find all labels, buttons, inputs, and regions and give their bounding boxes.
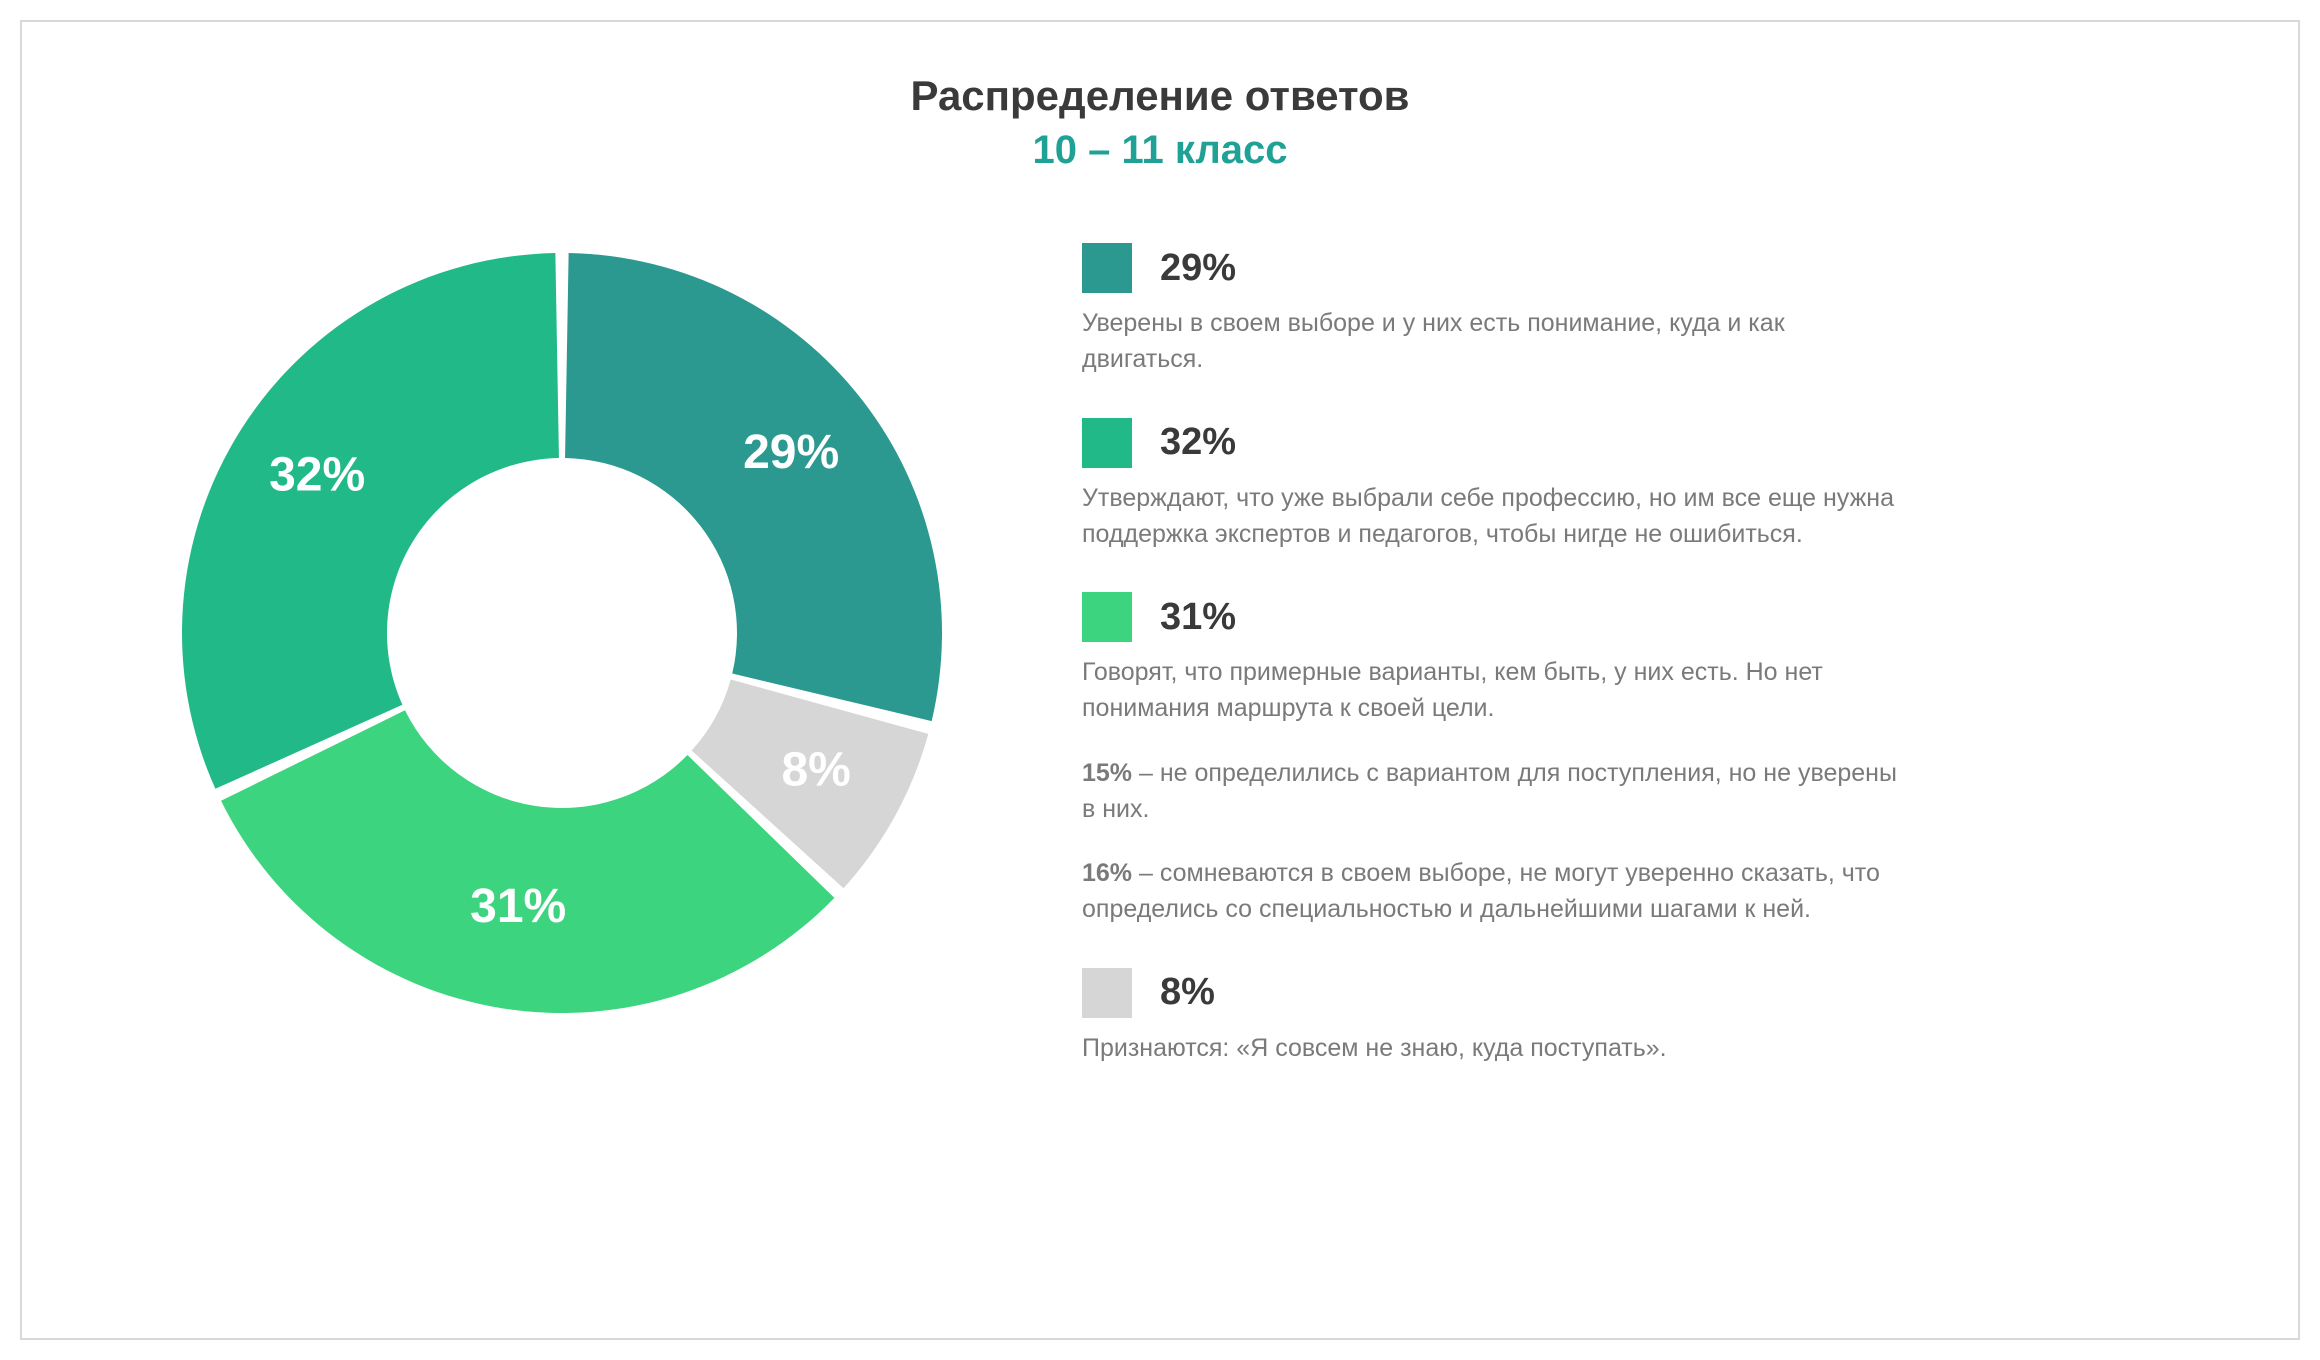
legend-item: 32% Утверждают, что уже выбрали себе проф…: [1082, 418, 1902, 553]
chart-container: Распределение ответов 10 – 11 класс 29% 8…: [20, 20, 2300, 1340]
chart-content: 29% 8% 31% 32% 29% Уверены в своем выборе и …: [102, 213, 2218, 1288]
donut-slice: [182, 253, 559, 789]
chart-header: Распределение ответов 10 – 11 класс: [102, 72, 2218, 173]
legend-item-header: 8%: [1082, 968, 1902, 1018]
donut-chart: 29% 8% 31% 32%: [162, 233, 962, 1033]
legend-item: 8% Признаются: «Я совсем не знаю, куда по…: [1082, 968, 1902, 1066]
legend-desc: Говорят, что примерные варианты, кем быт…: [1082, 654, 1902, 727]
legend-swatch: [1082, 243, 1132, 293]
legend-item: 31% Говорят, что примерные варианты, кем …: [1082, 592, 1902, 928]
slice-label: 29%: [743, 426, 839, 479]
legend-item-header: 29%: [1082, 243, 1902, 293]
legend-desc: Уверены в своем выборе и у них есть пони…: [1082, 305, 1902, 378]
legend-item-header: 31%: [1082, 592, 1902, 642]
legend-subnote: 15% – не определились с вариантом для по…: [1082, 755, 1902, 828]
slice-label: 8%: [781, 743, 850, 796]
legend-item-header: 32%: [1082, 418, 1902, 468]
donut-slice: [565, 253, 942, 721]
legend-percent: 32%: [1160, 421, 1236, 464]
legend-swatch: [1082, 592, 1132, 642]
chart-subtitle: 10 – 11 класс: [102, 128, 2218, 173]
legend-swatch: [1082, 968, 1132, 1018]
slice-label: 32%: [269, 448, 365, 501]
chart-title: Распределение ответов: [102, 72, 2218, 120]
legend-percent: 29%: [1160, 247, 1236, 290]
legend-desc: Утверждают, что уже выбрали себе професс…: [1082, 480, 1902, 553]
legend-item: 29% Уверены в своем выборе и у них есть п…: [1082, 243, 1902, 378]
legend-desc: Признаются: «Я совсем не знаю, куда пост…: [1082, 1030, 1902, 1066]
slice-label: 31%: [470, 880, 566, 933]
legend-swatch: [1082, 418, 1132, 468]
legend-subnote: 16% – сомневаются в своем выборе, не мог…: [1082, 855, 1902, 928]
legend-percent: 8%: [1160, 971, 1215, 1014]
chart-legend: 29% Уверены в своем выборе и у них есть п…: [1082, 233, 1902, 1066]
legend-percent: 31%: [1160, 596, 1236, 639]
